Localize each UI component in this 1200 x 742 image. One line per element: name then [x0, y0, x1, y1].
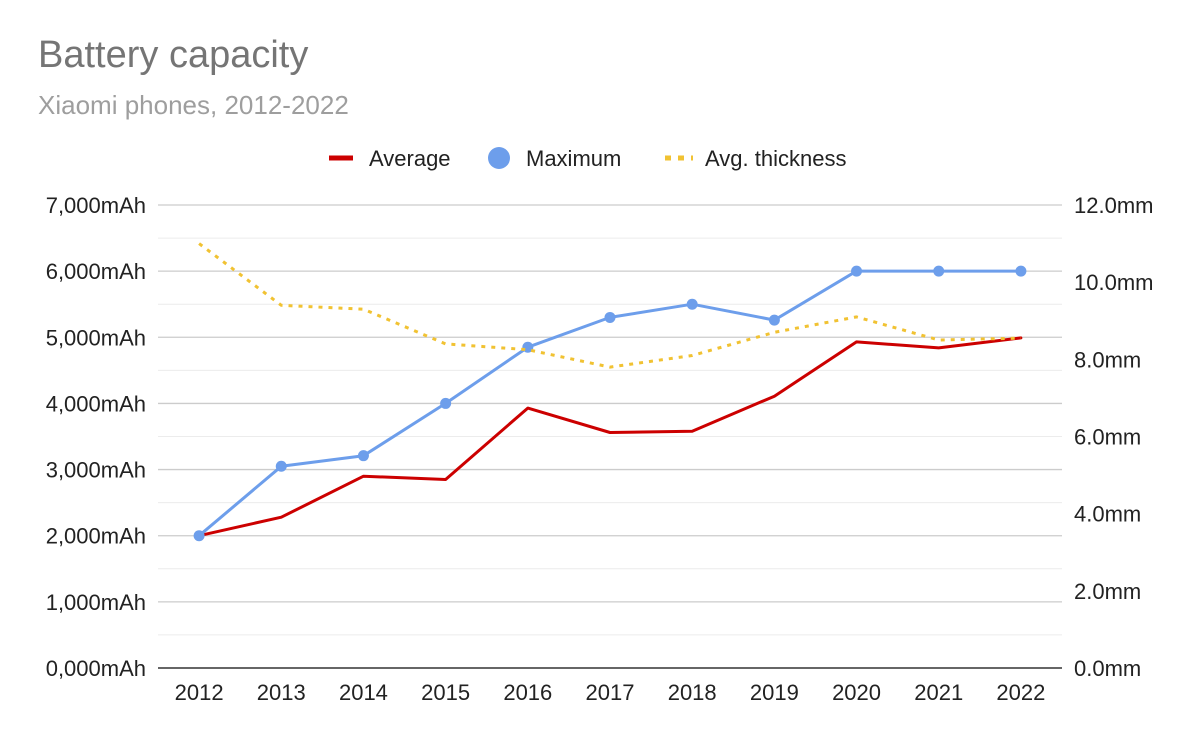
y-left-tick-label: 7,000mAh — [46, 193, 146, 218]
y-right-tick-label: 0.0mm — [1074, 656, 1141, 681]
right-axis: 0.0mm 2.0mm 4.0mm 6.0mm 8.0mm 10.0mm 12.0mm — [1074, 193, 1153, 681]
data-point-maximum — [604, 311, 616, 323]
y-left-tick-label: 2,000mAh — [46, 524, 146, 549]
y-right-tick-label: 10.0mm — [1074, 270, 1153, 295]
y-right-tick-label: 2.0mm — [1074, 579, 1141, 604]
legend-label-maximum: Maximum — [526, 146, 621, 171]
series-layer — [193, 242, 1027, 542]
data-point-maximum — [193, 530, 205, 542]
legend-label-avg-thickness: Avg. thickness — [705, 146, 846, 171]
y-left-tick-label: 4,000mAh — [46, 391, 146, 416]
y-left-tick-label: 1,000mAh — [46, 590, 146, 615]
y-right-tick-label: 8.0mm — [1074, 347, 1141, 372]
x-tick-label: 2019 — [750, 680, 799, 705]
x-tick-label: 2012 — [175, 680, 224, 705]
x-tick-label: 2014 — [339, 680, 388, 705]
data-point-maximum — [686, 298, 698, 310]
x-tick-label: 2013 — [257, 680, 306, 705]
legend[interactable]: Average Maximum Avg. thickness — [329, 146, 846, 171]
y-left-tick-label: 3,000mAh — [46, 458, 146, 483]
left-axis: 0,000mAh 1,000mAh 2,000mAh 3,000mAh 4,000mAh… — [46, 193, 146, 681]
x-tick-label: 2017 — [586, 680, 635, 705]
x-tick-label: 2016 — [503, 680, 552, 705]
series-line-average — [197, 336, 1023, 538]
y-right-tick-label: 6.0mm — [1074, 425, 1141, 450]
y-left-tick-label: 5,000mAh — [46, 325, 146, 350]
data-point-maximum — [933, 265, 945, 277]
data-point-maximum — [1015, 265, 1027, 277]
data-point-maximum — [440, 397, 452, 409]
legend-swatch-maximum — [488, 147, 510, 169]
series-line-avg-thickness — [198, 242, 1021, 369]
y-right-tick-label: 12.0mm — [1074, 193, 1153, 218]
chart-subtitle: Xiaomi phones, 2012-2022 — [38, 90, 349, 120]
legend-label-average: Average — [369, 146, 451, 171]
y-left-tick-label: 6,000mAh — [46, 259, 146, 284]
data-point-maximum — [275, 460, 287, 472]
x-tick-label: 2018 — [668, 680, 717, 705]
data-point-maximum — [768, 314, 780, 326]
x-tick-label: 2021 — [914, 680, 963, 705]
chart-title: Battery capacity — [38, 34, 309, 76]
y-left-tick-label: 0,000mAh — [46, 656, 146, 681]
data-point-maximum — [851, 265, 863, 277]
x-axis: 2012 2013 2014 2015 2016 2017 2018 2019 2020 2021… — [158, 667, 1062, 705]
x-tick-label: 2022 — [996, 680, 1045, 705]
data-point-maximum — [357, 450, 369, 462]
y-right-tick-label: 4.0mm — [1074, 502, 1141, 527]
x-tick-label: 2015 — [421, 680, 470, 705]
x-tick-label: 2020 — [832, 680, 881, 705]
gridlines — [158, 204, 1062, 636]
